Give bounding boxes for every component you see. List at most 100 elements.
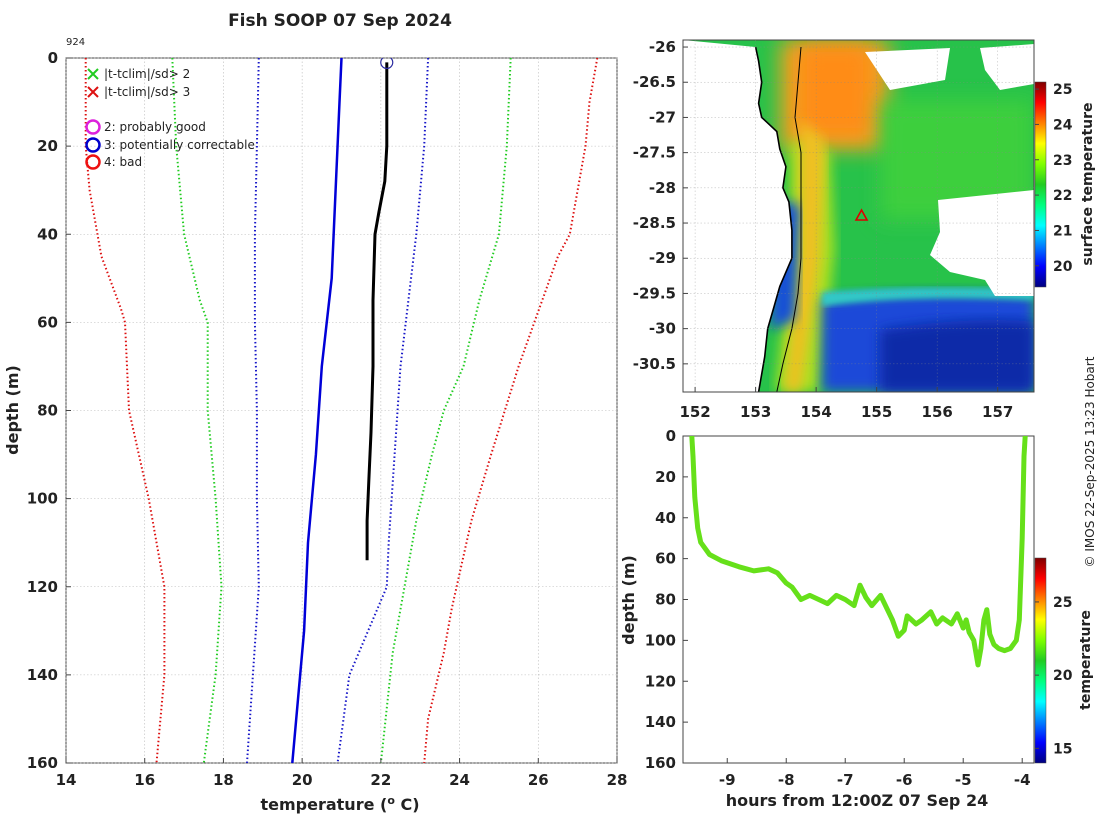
legend-x-marker <box>87 86 99 98</box>
profile-xlabel: temperature (o C) <box>260 794 419 814</box>
section-ytick-label: 40 <box>655 509 676 527</box>
temperature-colorbar-label: temperature <box>1078 610 1094 710</box>
section-plot-area <box>682 435 1035 764</box>
section-ytick-label: 60 <box>655 550 676 568</box>
no-data-patch-northeast <box>980 44 1034 90</box>
section-ytick-label: 140 <box>645 713 676 731</box>
section-xtick-label: -7 <box>837 771 854 789</box>
profile-plot-area <box>65 57 618 764</box>
map-ticks: 152 153 154 155 156 157 -26 -26.5 -27 -27.5 -28 -28… <box>633 38 1014 421</box>
map-xtick-label: 152 <box>679 403 710 421</box>
profile-series-mean-2-sd <box>171 58 223 763</box>
section-panel: -9 -8 -7 -6 -5 -4 0 20 40 60 80 100 120 140 160 hours … <box>619 427 1094 810</box>
flagged-point-marker <box>380 58 394 70</box>
profile-series-mean-1-sd <box>336 58 430 763</box>
legend-circle-marker <box>85 154 101 170</box>
map-xtick-label: 153 <box>740 403 771 421</box>
section-ytick-label: 0 <box>666 427 676 445</box>
legend-circle-marker <box>85 137 101 153</box>
map-ytick-label: -26.5 <box>633 73 676 91</box>
section-xtick-label: -6 <box>896 771 913 789</box>
map-xtick-label: 157 <box>982 403 1013 421</box>
legend-label: |t-tclim|/sd> 3 <box>104 85 190 99</box>
profile-xtick-label: 28 <box>607 771 628 789</box>
map-ytick-label: -28.5 <box>633 214 676 232</box>
profile-xtick-label: 24 <box>449 771 470 789</box>
legend-label: 4: bad <box>104 155 142 169</box>
sst-colorbar-tick-label: 23 <box>1053 153 1072 169</box>
profile-grid <box>65 57 618 764</box>
legend-label: 2: probably good <box>104 120 206 134</box>
map-ytick-label: -26 <box>649 38 676 56</box>
profile-ylabel: depth (m) <box>3 365 22 455</box>
coastline <box>754 46 793 392</box>
section-ytick-label: 120 <box>645 672 676 690</box>
profile-ytick-label: 120 <box>27 578 58 596</box>
profile-panel: 14 16 18 20 22 24 26 28 0 20 40 60 80 100 120 140 160 te… <box>3 49 627 814</box>
land <box>683 40 792 392</box>
map-ytick-label: -30 <box>649 320 676 338</box>
credit-label: © IMOS 22-Sep-2025 13:23 Hobart <box>1083 356 1097 567</box>
chart-title: Fish SOOP 07 Sep 2024 <box>228 11 452 31</box>
section-xtick-label: -5 <box>955 771 972 789</box>
section-ytick-label: 100 <box>645 631 676 649</box>
profile-xtick-label: 18 <box>213 771 234 789</box>
temperature-colorbar-ticks: 15 20 25 <box>1035 595 1073 757</box>
temperature-colorbar-tick-label: 20 <box>1053 668 1073 684</box>
section-ticks: -9 -8 -7 -6 -5 -4 0 20 40 60 80 100 120 140 160 <box>645 427 1031 789</box>
profile-series-climatology-mean <box>291 58 343 763</box>
sst-cold-core <box>880 320 1034 392</box>
profile-ytick-label: 40 <box>37 225 58 243</box>
section-xtick-label: -9 <box>719 771 736 789</box>
legend-label: |t-tclim|/sd> 2 <box>104 67 190 81</box>
section-xtick-label: -4 <box>1014 771 1031 789</box>
sst-colorbar-tick-label: 20 <box>1053 259 1073 275</box>
profile-series-observed-profile <box>365 62 389 561</box>
sst-map-panel: 152 153 154 155 156 157 -26 -26.5 -27 -27.5 -28 -28… <box>633 38 1096 421</box>
map-grid <box>683 40 1034 392</box>
profile-ytick-label: 160 <box>27 754 58 772</box>
profile-series-mean-3-sd <box>423 58 599 763</box>
temperature-colorbar-tick-label: 25 <box>1053 595 1072 611</box>
sst-colorbar-ticks: 20 21 22 23 24 25 <box>1035 82 1073 275</box>
map-ytick-label: -28 <box>649 179 676 197</box>
map-ytick-label: -29 <box>649 249 676 267</box>
legend-circle-marker <box>85 119 101 135</box>
sst-colorbar-label: surface temperature <box>1080 102 1096 265</box>
map-xtick-label: 155 <box>861 403 892 421</box>
legend-label: 3: potentially correctable <box>104 138 255 152</box>
profile-ytick-label: 20 <box>37 137 58 155</box>
profile-series <box>84 58 599 763</box>
map-ytick-label: -27.5 <box>633 144 676 162</box>
profile-xtick-label: 26 <box>528 771 549 789</box>
map-ytick-label: -29.5 <box>633 284 676 302</box>
section-series <box>689 436 1028 668</box>
sst-warm-core <box>800 45 870 135</box>
sst-colorbar-tick-label: 22 <box>1053 188 1072 204</box>
ship-track <box>776 46 802 392</box>
profile-xtick-label: 16 <box>134 771 155 789</box>
map-plot-area <box>682 39 1035 393</box>
section-ytick-label: 80 <box>655 591 676 609</box>
sst-colorbar <box>1034 81 1047 288</box>
section-ylabel: depth (m) <box>619 555 638 645</box>
sst-colorbar-tick-label: 21 <box>1053 223 1072 239</box>
profile-ytick-label: 80 <box>37 402 58 420</box>
temperature-colorbar <box>1034 557 1047 764</box>
sst-field <box>683 40 1034 392</box>
profile-series-mean-2-sd <box>379 58 512 763</box>
profile-ytick-label: 140 <box>27 666 58 684</box>
section-ytick-label: 20 <box>655 468 676 486</box>
profile-annotation: 924 <box>66 37 85 48</box>
no-data-patch-north <box>865 48 950 90</box>
profile-ytick-label: 100 <box>27 490 58 508</box>
map-xtick-label: 156 <box>922 403 953 421</box>
section-depth-line <box>689 436 1028 668</box>
profile-xtick-label: 20 <box>292 771 313 789</box>
map-xtick-label: 154 <box>800 403 831 421</box>
profile-xtick-label: 14 <box>56 771 77 789</box>
legend-x-marker <box>87 68 99 80</box>
sst-colorbar-tick-label: 24 <box>1053 117 1073 133</box>
no-data-patch-east <box>930 190 1034 296</box>
